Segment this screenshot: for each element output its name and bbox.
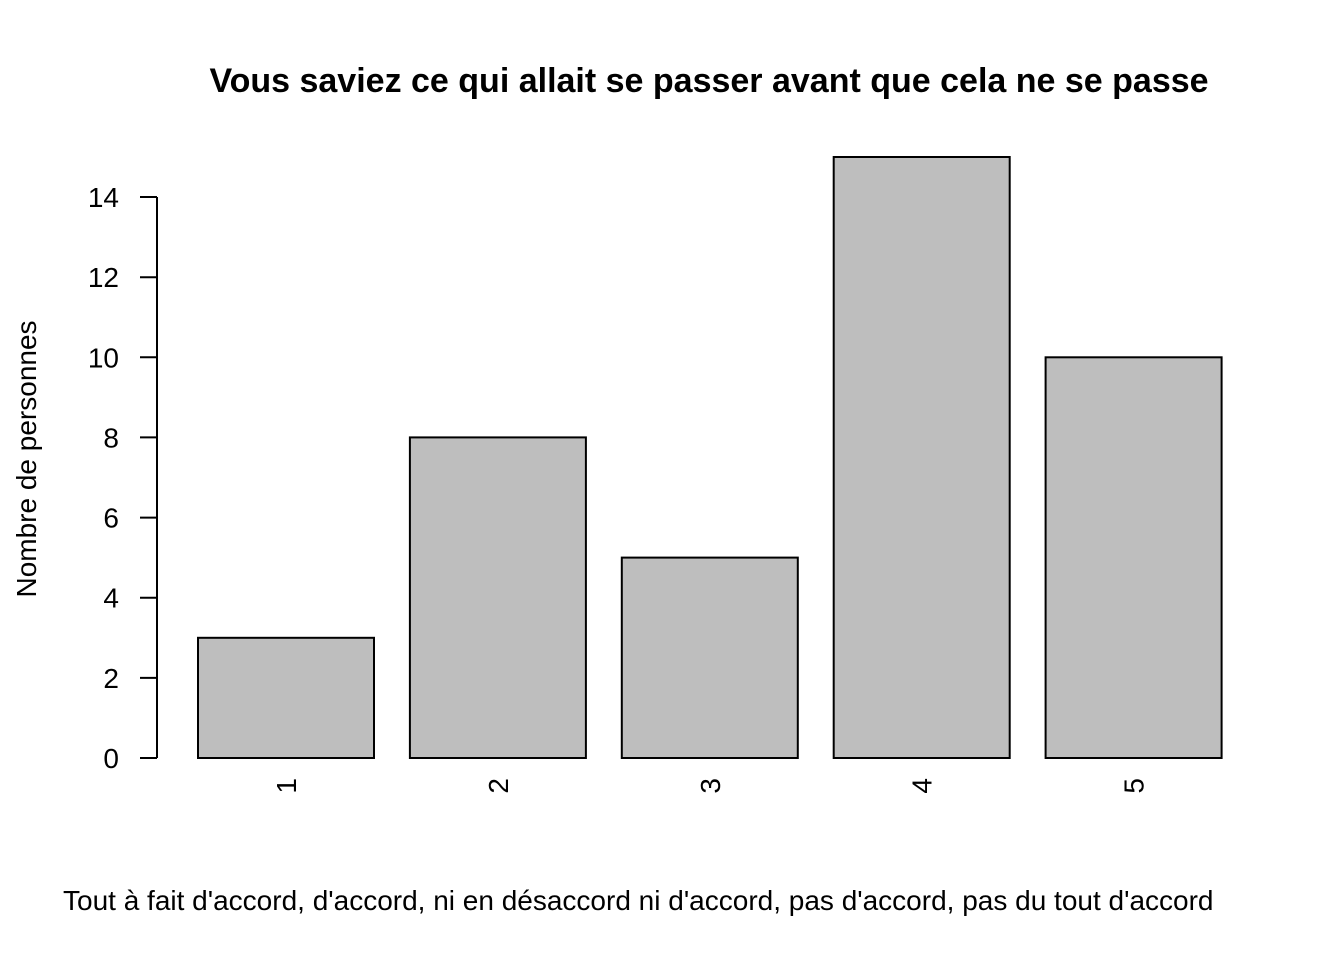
bar-3	[620, 556, 799, 759]
y-axis: 0 2 4 6 8 10 12 14	[88, 182, 158, 774]
x-tick-label-5: 5	[1119, 778, 1150, 794]
x-tick-label-3: 3	[695, 778, 726, 794]
bar-1	[197, 636, 375, 759]
y-tick-label-4: 4	[103, 583, 119, 614]
y-tick-label-6: 6	[103, 503, 119, 534]
y-tick-label-12: 12	[88, 262, 119, 293]
x-tick-labels: 1 2 3 4 5	[271, 778, 1150, 794]
bar-2	[408, 436, 587, 759]
y-tick-label-14: 14	[88, 182, 119, 213]
y-tick-label-8: 8	[103, 422, 119, 453]
bar-4	[832, 156, 1011, 759]
x-tick-label-2: 2	[483, 778, 514, 794]
x-tick-label-4: 4	[907, 778, 938, 794]
bars-layer	[197, 156, 1223, 759]
y-tick-label-0: 0	[103, 743, 119, 774]
y-axis-label: Nombre de personnes	[11, 320, 42, 597]
y-tick-label-10: 10	[88, 342, 119, 373]
y-tick-label-2: 2	[103, 663, 119, 694]
x-tick-label-1: 1	[271, 778, 302, 794]
x-axis-label: Tout à fait d'accord, d'accord, ni en dé…	[63, 885, 1214, 916]
chart-title: Vous saviez ce qui allait se passer avan…	[209, 62, 1208, 100]
bar-5	[1044, 356, 1223, 759]
